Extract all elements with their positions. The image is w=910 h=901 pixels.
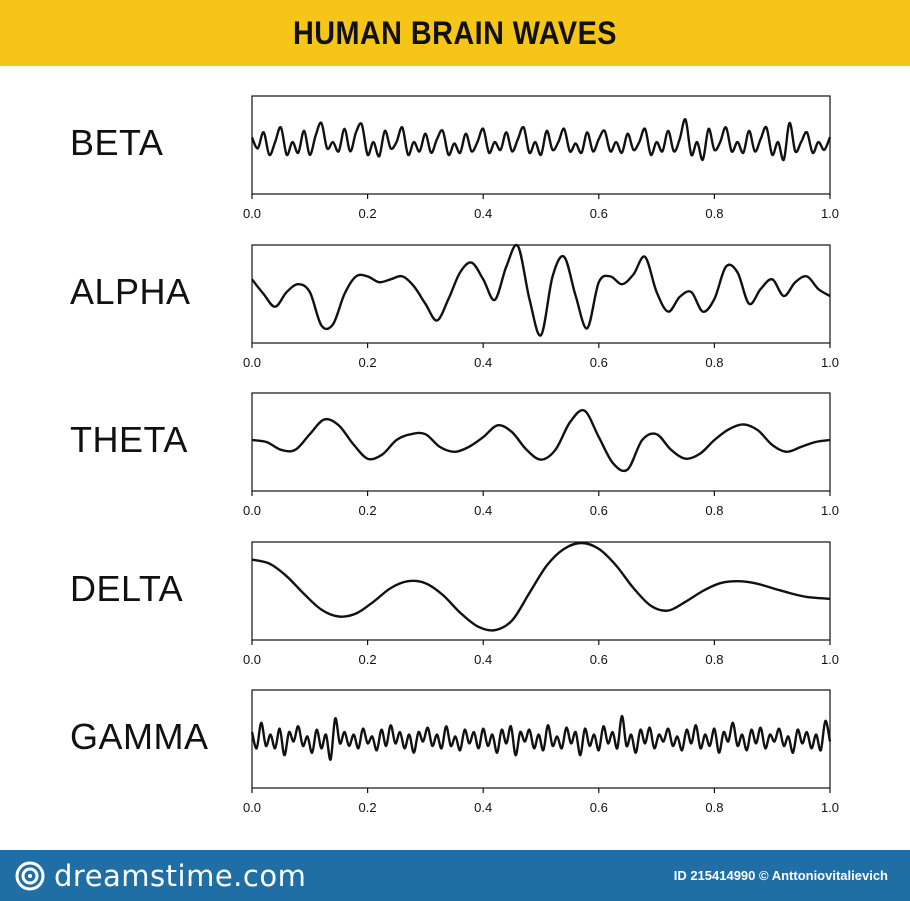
brand: dreamstime.com xyxy=(14,859,306,893)
x-tick-label: 0.8 xyxy=(705,503,723,518)
image-credit: ID 215414990 © Anttoniovitalievich xyxy=(673,868,888,883)
wave-plot-beta: 0.0 0.2 0.4 0.6 0.8 1.0 xyxy=(243,95,839,221)
x-tick-label: 0.6 xyxy=(590,355,608,370)
page-title: HUMAN BRAIN WAVES xyxy=(293,14,617,51)
x-tick-label: 0.4 xyxy=(474,355,492,370)
x-tick-label: 0.8 xyxy=(705,652,723,667)
x-tick-label: 0.2 xyxy=(359,503,377,518)
wave-plot-alpha: 0.0 0.2 0.4 0.6 0.8 1.0 xyxy=(243,243,839,370)
x-tick-label: 0.2 xyxy=(359,800,377,815)
x-tick-label: 0.0 xyxy=(243,652,261,667)
wave-line xyxy=(251,408,831,473)
plot-frame xyxy=(251,95,831,195)
x-tick-label: 1.0 xyxy=(821,206,839,221)
title-band: HUMAN BRAIN WAVES xyxy=(0,0,910,66)
wave-label: ALPHA xyxy=(70,271,191,312)
x-tick-label: 1.0 xyxy=(821,800,839,815)
x-tick-label: 0.0 xyxy=(243,355,261,370)
wave-panel-gamma: GAMMA 0.0 0.2 0.4 0.6 0.8 1.0 xyxy=(0,688,910,818)
x-tick-label: 1.0 xyxy=(821,503,839,518)
wave-label: DELTA xyxy=(70,568,184,609)
wave-label: THETA xyxy=(70,419,188,460)
wave-plot-gamma: 0.0 0.2 0.4 0.6 0.8 1.0 xyxy=(243,689,839,815)
wave-label: GAMMA xyxy=(70,716,209,757)
x-tick-label: 0.2 xyxy=(359,206,377,221)
x-tick-label: 0.6 xyxy=(590,206,608,221)
wave-panel-delta: DELTA 0.0 0.2 0.4 0.6 0.8 1.0 xyxy=(0,540,910,670)
x-tick-label: 0.4 xyxy=(474,800,492,815)
x-tick-label: 0.8 xyxy=(705,206,723,221)
plot-frame xyxy=(251,244,831,344)
x-tick-label: 0.0 xyxy=(243,206,261,221)
x-tick-label: 0.2 xyxy=(359,355,377,370)
footer-bar: dreamstime.com ID 215414990 © Anttoniovi… xyxy=(0,850,910,901)
wave-panel-beta: BETA 0.0 0.2 0.4 0.6 0.8 1.0 xyxy=(0,94,910,224)
x-tick-label: 0.4 xyxy=(474,206,492,221)
x-tick-label: 0.6 xyxy=(590,800,608,815)
wave-line xyxy=(251,541,831,632)
plot-frame xyxy=(251,541,831,641)
x-tick-label: 0.0 xyxy=(243,503,261,518)
wave-panel-theta: THETA 0.0 0.2 0.4 0.6 0.8 1.0 xyxy=(0,391,910,521)
brand-name: dreamstime.com xyxy=(54,858,307,893)
plot-frame xyxy=(251,392,831,492)
wave-panel-alpha: ALPHA 0.0 0.2 0.4 0.6 0.8 1.0 xyxy=(0,243,910,373)
x-tick-label: 0.6 xyxy=(590,503,608,518)
wave-plot-delta: 0.0 0.2 0.4 0.6 0.8 1.0 xyxy=(243,541,839,667)
wave-line xyxy=(251,243,831,337)
x-tick-label: 0.6 xyxy=(590,652,608,667)
x-tick-label: 0.2 xyxy=(359,652,377,667)
x-tick-label: 0.4 xyxy=(474,503,492,518)
wave-line xyxy=(250,714,832,761)
x-tick-label: 1.0 xyxy=(821,652,839,667)
wave-line xyxy=(250,118,832,162)
x-tick-label: 1.0 xyxy=(821,355,839,370)
wave-label: BETA xyxy=(70,122,164,163)
x-tick-label: 0.4 xyxy=(474,652,492,667)
x-tick-label: 0.8 xyxy=(705,800,723,815)
dreamstime-logo-icon xyxy=(15,861,45,890)
wave-plot-theta: 0.0 0.2 0.4 0.6 0.8 1.0 xyxy=(243,392,839,518)
x-tick-label: 0.0 xyxy=(243,800,261,815)
x-tick-label: 0.8 xyxy=(705,355,723,370)
